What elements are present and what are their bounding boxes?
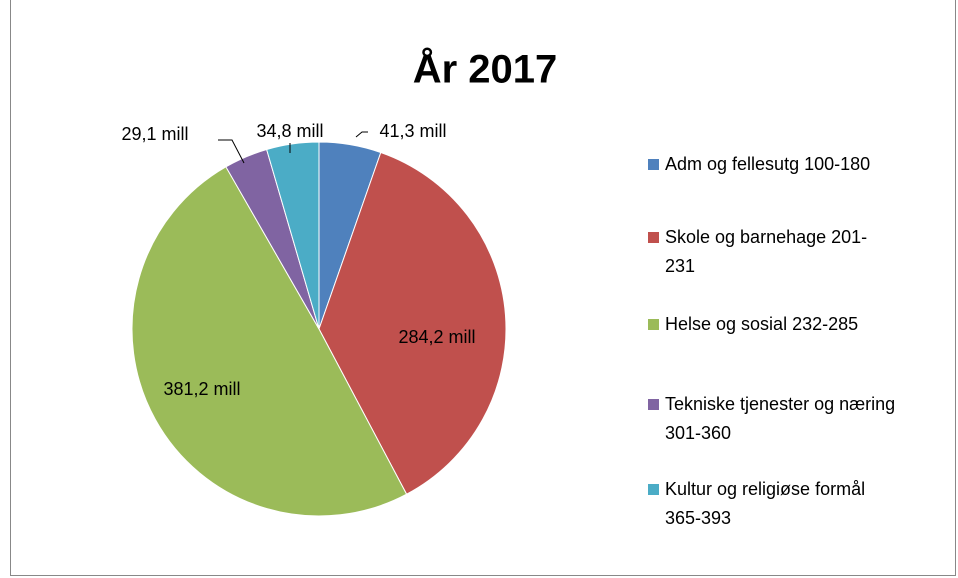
legend-label: Kultur og religiøse formål 365-393 bbox=[665, 479, 866, 528]
legend-swatch bbox=[648, 484, 659, 495]
pie-slice bbox=[131, 166, 408, 517]
leader-line bbox=[218, 139, 245, 164]
data-label: 381,2 mill bbox=[163, 379, 240, 399]
legend-swatch bbox=[648, 159, 659, 170]
legend-label: Helse og sosial 232-285 bbox=[665, 314, 859, 334]
data-label: 284,2 mill bbox=[398, 327, 475, 347]
chart-title: År 2017 bbox=[413, 47, 558, 92]
chart-frame bbox=[10, 0, 956, 576]
pie-slice bbox=[266, 141, 320, 330]
legend-label: Skole og barnehage 201-231 bbox=[665, 227, 868, 276]
data-label: 41,3 mill bbox=[379, 121, 446, 141]
leader-line bbox=[355, 131, 368, 138]
legend-label: Adm og fellesutg 100-180 bbox=[665, 154, 871, 174]
legend-label: Tekniske tjenester og næring 301-360 bbox=[665, 394, 896, 443]
pie-slice bbox=[318, 151, 507, 495]
legend-swatch bbox=[648, 232, 659, 243]
data-label: 34,8 mill bbox=[256, 121, 323, 141]
legend-swatch bbox=[648, 319, 659, 330]
data-label: 29,1 mill bbox=[121, 124, 188, 144]
legend-swatch bbox=[648, 399, 659, 410]
